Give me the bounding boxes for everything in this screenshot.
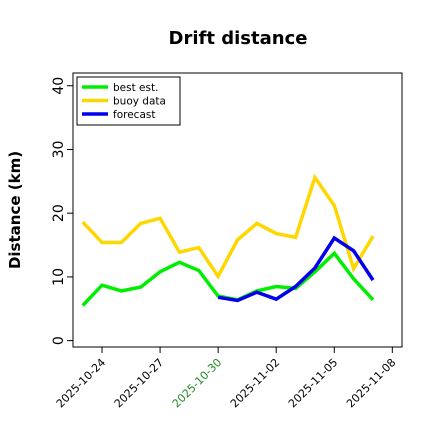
legend-label: best est. (113, 82, 158, 94)
chart-title: Drift distance (169, 28, 308, 49)
series-layer (81, 173, 375, 307)
x-tick-label: 2025-10-27 (112, 356, 166, 410)
y-axis: 0 10 20 30 40 (51, 77, 73, 345)
y-tick-label: 30 (51, 141, 67, 159)
y-tick-label: 40 (51, 77, 67, 95)
y-axis-label: Distance (km) (6, 151, 24, 269)
x-tick-label: 2025-11-08 (344, 356, 398, 410)
x-tick-label: 2025-10-24 (54, 356, 108, 410)
x-tick-label: 2025-11-02 (228, 356, 282, 410)
x-tick-label: 2025-11-05 (286, 356, 340, 410)
series-line-buoy-data (81, 173, 375, 280)
legend-label: buoy data (113, 96, 166, 108)
y-tick-label: 0 (51, 336, 67, 345)
y-tick-label: 20 (51, 204, 67, 222)
y-tick-label: 10 (51, 268, 67, 286)
legend-label: forecast (113, 109, 155, 121)
x-axis: 2025-10-24 2025-10-27 2025-10-30 2025-11-02… (54, 347, 398, 410)
series-line-forecast (217, 235, 375, 303)
x-tick-label: 2025-10-30 (170, 356, 224, 410)
